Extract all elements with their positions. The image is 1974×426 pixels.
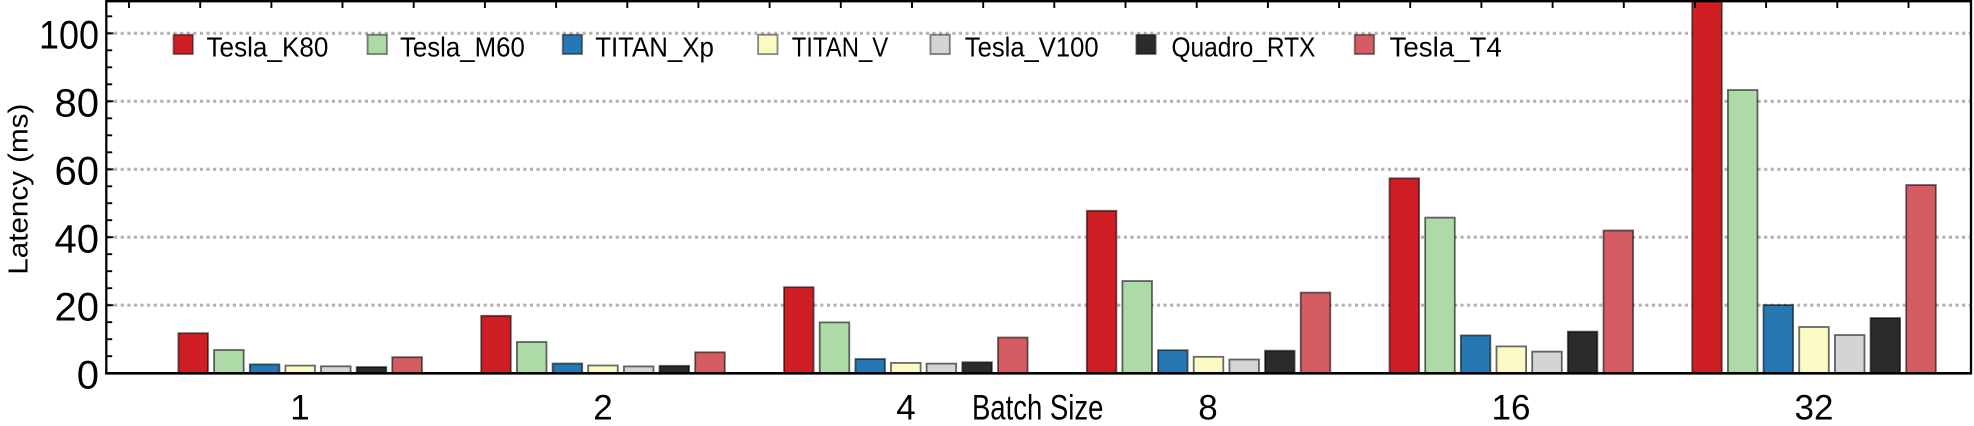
svg-text:60: 60 xyxy=(55,150,100,194)
svg-text:Batch Size: Batch Size xyxy=(972,389,1104,421)
svg-text:4: 4 xyxy=(896,389,915,421)
svg-text:Tesla_T4: Tesla_T4 xyxy=(1390,31,1502,62)
svg-text:8: 8 xyxy=(1198,389,1217,421)
svg-text:0: 0 xyxy=(77,354,99,398)
svg-text:Latency (ms): Latency (ms) xyxy=(2,104,33,275)
svg-text:100: 100 xyxy=(39,14,99,58)
svg-text:Quadro_RTX: Quadro_RTX xyxy=(1172,31,1316,62)
svg-text:40: 40 xyxy=(55,218,100,262)
svg-text:Tesla_K80: Tesla_K80 xyxy=(207,31,329,62)
svg-text:2: 2 xyxy=(593,389,612,421)
svg-text:TITAN_V: TITAN_V xyxy=(792,31,889,62)
svg-text:Tesla_M60: Tesla_M60 xyxy=(400,31,525,62)
svg-text:1: 1 xyxy=(290,389,309,421)
svg-text:16: 16 xyxy=(1492,389,1531,421)
svg-text:80: 80 xyxy=(55,82,100,126)
svg-text:20: 20 xyxy=(55,286,100,330)
svg-text:TITAN_Xp: TITAN_Xp xyxy=(595,31,714,62)
svg-text:Tesla_V100: Tesla_V100 xyxy=(965,31,1099,62)
svg-text:32: 32 xyxy=(1795,389,1834,421)
